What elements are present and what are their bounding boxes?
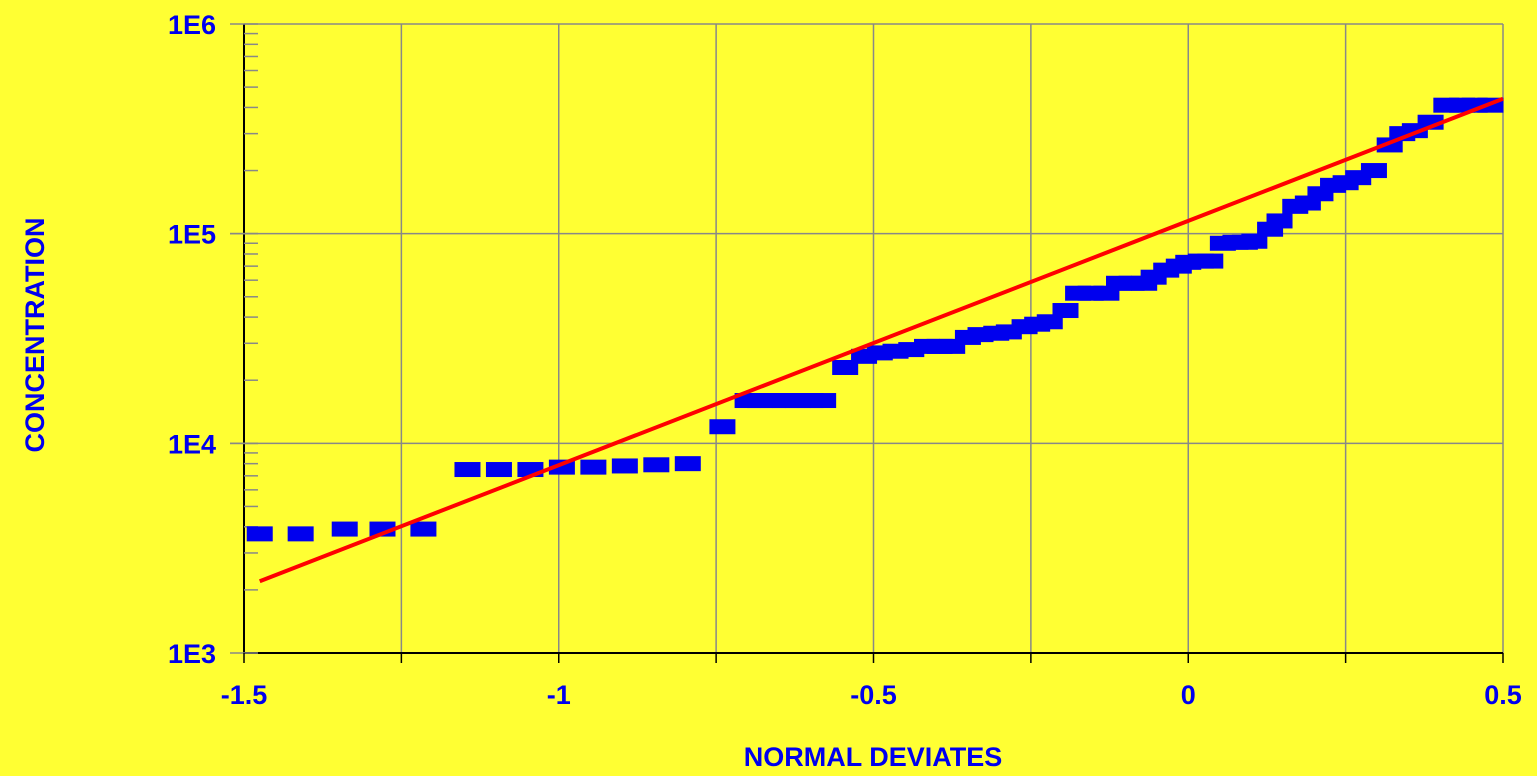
y-tick-label: 1E4 — [168, 429, 216, 459]
data-point — [331, 521, 358, 537]
x-tick-label: 0 — [1181, 680, 1196, 710]
data-point — [1360, 163, 1387, 179]
y-tick-label: 1E6 — [168, 10, 216, 40]
fit-line — [259, 96, 1504, 584]
data-point — [1241, 233, 1268, 249]
data-point — [810, 393, 837, 409]
data-point — [674, 456, 701, 472]
data-point — [709, 419, 736, 435]
x-axis-title: NORMAL DEVIATES — [744, 742, 1003, 772]
y-tick-label: 1E3 — [168, 639, 216, 669]
x-tick-label: 0.5 — [1484, 680, 1522, 710]
data-point — [454, 462, 481, 478]
data-point — [287, 526, 314, 542]
data-point — [1052, 303, 1079, 319]
data-point — [1036, 314, 1063, 330]
data-point — [1197, 253, 1224, 269]
data-markers — [246, 97, 1504, 542]
data-point — [410, 521, 437, 537]
data-point — [643, 457, 670, 473]
tick-labels: -1.5 -1 -0.5 0 0.5 1E3 1E4 1E5 1E6 — [168, 10, 1522, 710]
data-point — [580, 459, 607, 475]
fit-line-group — [259, 96, 1504, 584]
y-axis-title: CONCENTRATION — [20, 218, 50, 453]
data-point — [1266, 213, 1293, 229]
data-point — [485, 462, 512, 478]
grid-lines — [244, 23, 1504, 653]
x-tick-label: -1 — [547, 680, 571, 710]
y-tick-label: 1E5 — [168, 220, 216, 250]
data-point — [611, 458, 638, 474]
x-tick-label: -1.5 — [221, 680, 268, 710]
x-tick-label: -0.5 — [850, 680, 897, 710]
data-point — [246, 526, 273, 542]
axes — [230, 23, 1504, 663]
